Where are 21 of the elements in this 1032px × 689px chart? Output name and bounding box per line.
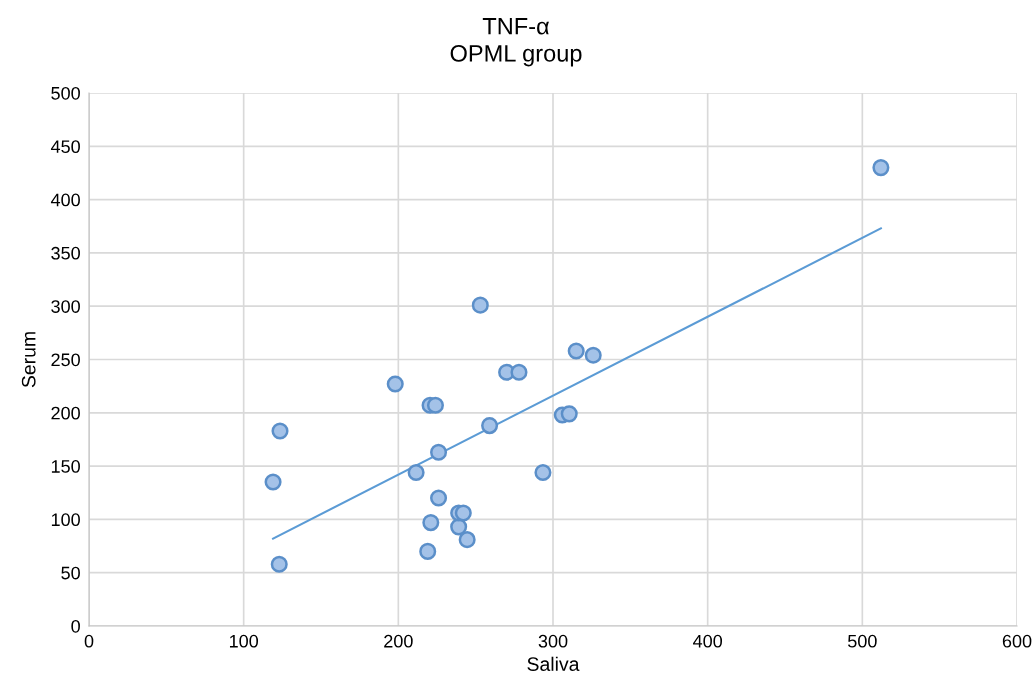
- y-tick-label: 400: [50, 193, 80, 207]
- y-tick-label: 350: [51, 246, 80, 260]
- y-tick-label: 250: [51, 353, 80, 367]
- x-tick-label: 0: [84, 634, 94, 648]
- y-tick-label: 100: [51, 513, 80, 527]
- y-tick-label: 450: [50, 140, 80, 154]
- y-tick-label: 150: [51, 460, 80, 473]
- x-tick-label: 100: [229, 634, 259, 648]
- x-tick-label: 400: [693, 634, 723, 648]
- x-tick-label: 600: [1002, 634, 1032, 648]
- x-tick-label: 200: [384, 634, 413, 648]
- chart-title: TNF-α OPML group: [450, 18, 582, 67]
- x-axis-title: Saliva: [527, 656, 580, 671]
- y-tick-label: 500: [51, 86, 80, 100]
- y-tick-label: 50: [61, 566, 80, 580]
- x-tick-label: 500: [847, 634, 877, 648]
- y-tick-label: 300: [51, 300, 80, 313]
- x-tick-label: 300: [538, 634, 568, 648]
- y-tick-label: 0: [71, 619, 80, 633]
- y-axis-title: Serum: [21, 332, 36, 388]
- y-tick-label: 200: [51, 406, 80, 420]
